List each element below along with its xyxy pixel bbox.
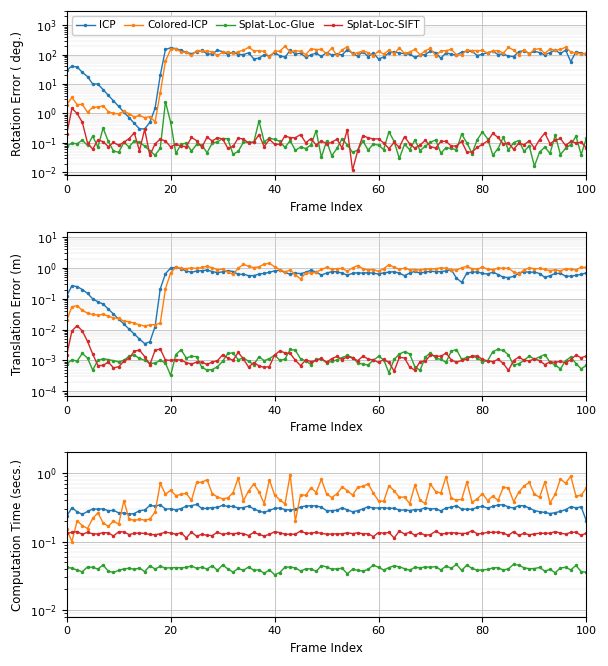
Y-axis label: Translation Error (m): Translation Error (m) <box>11 253 24 375</box>
Line: ICP: ICP <box>65 46 588 131</box>
ICP <box>582 50 590 58</box>
Colored-ICP <box>582 49 590 57</box>
Splat-Loc-SIFT <box>63 130 71 138</box>
Colored-ICP <box>313 45 320 53</box>
Legend: ICP, Colored-ICP, Splat-Loc-Glue, Splat-Loc-SIFT: ICP, Colored-ICP, Splat-Loc-Glue, Splat-… <box>72 17 424 35</box>
Colored-ICP <box>151 118 159 126</box>
Splat-Loc-SIFT <box>68 105 75 113</box>
Splat-Loc-Glue <box>100 124 107 132</box>
Line: Colored-ICP: Colored-ICP <box>65 45 588 124</box>
Splat-Loc-Glue <box>307 141 314 149</box>
Splat-Loc-Glue <box>198 141 206 149</box>
Splat-Loc-Glue <box>458 130 465 138</box>
Splat-Loc-SIFT <box>385 145 393 153</box>
ICP <box>463 47 471 55</box>
Y-axis label: Rotation Error ( deg.): Rotation Error ( deg.) <box>12 31 24 156</box>
Colored-ICP <box>100 102 107 110</box>
Colored-ICP <box>63 101 71 109</box>
ICP <box>100 86 107 94</box>
Splat-Loc-Glue <box>380 146 387 154</box>
Splat-Loc-Glue <box>162 98 169 106</box>
ICP <box>313 49 320 57</box>
Line: Splat-Loc-SIFT: Splat-Loc-SIFT <box>65 107 588 172</box>
Colored-ICP <box>282 43 289 51</box>
Splat-Loc-SIFT <box>307 135 314 143</box>
ICP <box>167 44 174 52</box>
Colored-ICP <box>463 46 471 54</box>
X-axis label: Frame Index: Frame Index <box>290 642 363 655</box>
Splat-Loc-SIFT <box>463 148 471 156</box>
X-axis label: Frame Index: Frame Index <box>290 421 363 434</box>
ICP <box>136 125 143 133</box>
Splat-Loc-Glue <box>63 142 71 150</box>
Colored-ICP <box>437 47 444 55</box>
Colored-ICP <box>198 47 206 55</box>
Splat-Loc-SIFT <box>198 143 206 151</box>
Splat-Loc-Glue <box>582 134 590 142</box>
Splat-Loc-SIFT <box>105 143 112 151</box>
ICP <box>63 66 71 74</box>
Y-axis label: Computation Time (secs.): Computation Time (secs.) <box>12 459 24 611</box>
X-axis label: Frame Index: Frame Index <box>290 200 363 214</box>
Line: Splat-Loc-Glue: Splat-Loc-Glue <box>65 100 588 168</box>
Colored-ICP <box>385 46 393 54</box>
ICP <box>204 50 211 58</box>
Splat-Loc-Glue <box>531 163 538 170</box>
ICP <box>437 55 444 63</box>
Splat-Loc-Glue <box>432 136 440 144</box>
Splat-Loc-SIFT <box>349 166 356 174</box>
Splat-Loc-SIFT <box>437 137 444 145</box>
ICP <box>385 49 393 57</box>
Splat-Loc-SIFT <box>582 144 590 152</box>
